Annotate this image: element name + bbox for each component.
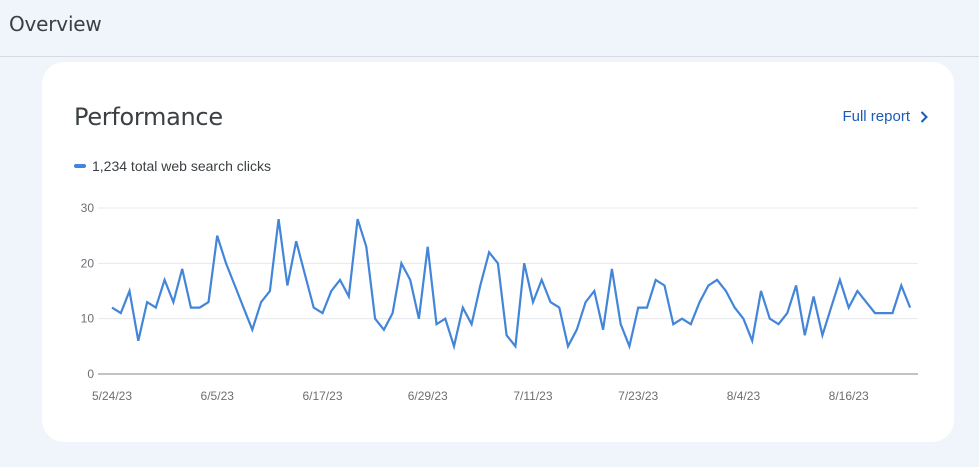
x-tick-label: 8/4/23 — [727, 389, 761, 403]
legend-swatch — [74, 164, 86, 168]
chart-legend[interactable]: 1,234 total web search clicks — [74, 158, 271, 174]
clicks-series-line[interactable] — [111, 218, 912, 351]
x-tick-label: 6/29/23 — [408, 389, 448, 403]
page-title: Overview — [9, 12, 102, 36]
legend-label: 1,234 total web search clicks — [92, 158, 271, 174]
x-tick-label: 6/5/23 — [201, 389, 235, 403]
x-tick-label: 6/17/23 — [302, 389, 342, 403]
x-tick-label: 7/11/23 — [513, 389, 552, 403]
performance-card: Performance Full report 1,234 total web … — [42, 62, 954, 442]
y-tick-label: 30 — [81, 201, 95, 215]
y-tick-label: 0 — [87, 367, 94, 381]
full-report-label: Full report — [842, 108, 910, 125]
x-tick-label: 7/23/23 — [618, 389, 658, 403]
chevron-right-icon — [920, 110, 928, 123]
page-header: Overview — [0, 0, 979, 57]
full-report-link[interactable]: Full report — [842, 108, 928, 125]
x-tick-label: 5/24/23 — [92, 389, 132, 403]
y-tick-label: 20 — [81, 256, 95, 270]
y-tick-label: 10 — [81, 312, 95, 326]
x-tick-label: 8/16/23 — [829, 389, 869, 403]
card-title: Performance — [74, 103, 223, 131]
